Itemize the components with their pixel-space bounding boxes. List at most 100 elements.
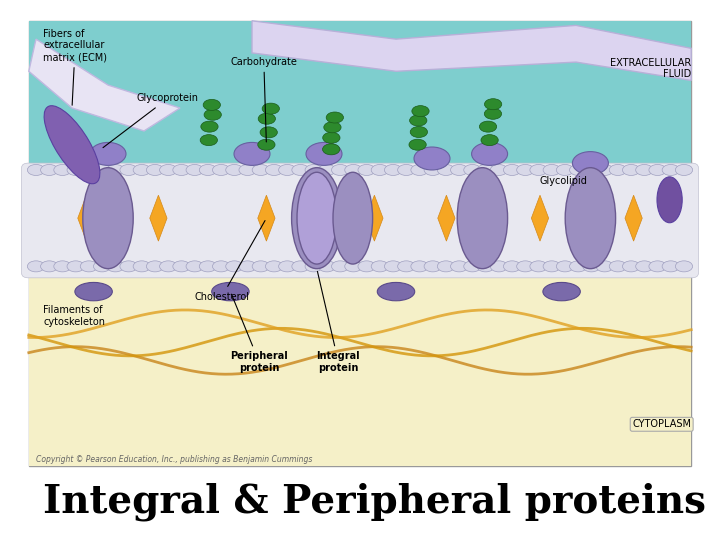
Circle shape: [485, 109, 502, 119]
Text: Carbohydrate: Carbohydrate: [230, 57, 297, 142]
Circle shape: [623, 165, 640, 176]
Circle shape: [306, 143, 342, 165]
Circle shape: [173, 261, 190, 272]
Circle shape: [203, 99, 220, 110]
Polygon shape: [625, 195, 642, 241]
Circle shape: [437, 165, 454, 176]
Circle shape: [570, 165, 587, 176]
Circle shape: [596, 261, 613, 272]
Circle shape: [543, 165, 560, 176]
Circle shape: [530, 261, 547, 272]
Circle shape: [120, 261, 138, 272]
Polygon shape: [366, 195, 383, 241]
Circle shape: [397, 165, 415, 176]
Polygon shape: [258, 195, 275, 241]
Text: CYTOPLASM: CYTOPLASM: [632, 419, 691, 429]
Circle shape: [201, 121, 218, 132]
Circle shape: [252, 261, 269, 272]
Circle shape: [133, 165, 150, 176]
Text: Cholesterol: Cholesterol: [194, 220, 265, 302]
Ellipse shape: [657, 177, 683, 222]
Circle shape: [424, 261, 441, 272]
Circle shape: [54, 261, 71, 272]
Circle shape: [609, 165, 626, 176]
Circle shape: [412, 106, 429, 117]
Circle shape: [582, 165, 600, 176]
Circle shape: [424, 165, 441, 176]
Circle shape: [146, 261, 163, 272]
Text: Integral
protein: Integral protein: [317, 272, 360, 373]
Circle shape: [199, 165, 217, 176]
Circle shape: [212, 165, 230, 176]
Circle shape: [40, 261, 58, 272]
Polygon shape: [78, 195, 95, 241]
Text: Peripheral
protein: Peripheral protein: [230, 294, 288, 373]
Polygon shape: [150, 195, 167, 241]
Circle shape: [186, 165, 203, 176]
Circle shape: [358, 261, 375, 272]
Circle shape: [414, 147, 450, 170]
Circle shape: [212, 261, 230, 272]
Circle shape: [649, 261, 666, 272]
Circle shape: [239, 165, 256, 176]
Text: Integral & Peripheral proteins: Integral & Peripheral proteins: [43, 482, 706, 521]
Text: Glycoprotein: Glycoprotein: [103, 93, 199, 147]
Circle shape: [397, 261, 415, 272]
Circle shape: [530, 165, 547, 176]
Circle shape: [199, 261, 217, 272]
Circle shape: [90, 143, 126, 165]
Ellipse shape: [297, 172, 337, 264]
Circle shape: [623, 261, 640, 272]
Circle shape: [331, 165, 348, 176]
Circle shape: [318, 165, 336, 176]
Ellipse shape: [543, 282, 580, 301]
Bar: [29, 21, 691, 246]
Circle shape: [54, 165, 71, 176]
Circle shape: [490, 261, 508, 272]
Circle shape: [160, 261, 177, 272]
Circle shape: [305, 261, 323, 272]
Circle shape: [226, 261, 243, 272]
Circle shape: [410, 115, 427, 126]
Circle shape: [372, 165, 389, 176]
Circle shape: [345, 165, 362, 176]
Circle shape: [409, 139, 426, 150]
Circle shape: [451, 261, 468, 272]
Text: EXTRACELLULAR
FLUID: EXTRACELLULAR FLUID: [610, 58, 691, 79]
Circle shape: [107, 261, 124, 272]
Circle shape: [480, 121, 497, 132]
Ellipse shape: [457, 167, 508, 268]
Circle shape: [94, 261, 111, 272]
Circle shape: [226, 165, 243, 176]
Circle shape: [675, 165, 693, 176]
Ellipse shape: [333, 172, 373, 264]
Circle shape: [358, 165, 375, 176]
Circle shape: [258, 139, 275, 150]
FancyBboxPatch shape: [22, 163, 698, 278]
Ellipse shape: [75, 282, 112, 301]
Circle shape: [649, 165, 666, 176]
Circle shape: [636, 261, 653, 272]
Circle shape: [517, 261, 534, 272]
Circle shape: [372, 261, 389, 272]
Circle shape: [262, 103, 279, 114]
Circle shape: [477, 261, 494, 272]
Circle shape: [40, 165, 58, 176]
Circle shape: [472, 143, 508, 165]
Text: Copyright © Pearson Education, Inc., publishing as Benjamin Cummings: Copyright © Pearson Education, Inc., pub…: [36, 455, 312, 464]
Circle shape: [477, 165, 494, 176]
Circle shape: [305, 165, 323, 176]
Circle shape: [596, 165, 613, 176]
Circle shape: [234, 143, 270, 165]
Circle shape: [146, 165, 163, 176]
Circle shape: [543, 261, 560, 272]
Circle shape: [503, 261, 521, 272]
Circle shape: [323, 144, 340, 155]
Circle shape: [326, 112, 343, 123]
Circle shape: [204, 109, 221, 120]
Circle shape: [80, 261, 97, 272]
Circle shape: [437, 261, 454, 272]
Text: Fibers of
extracellular
matrix (ECM): Fibers of extracellular matrix (ECM): [43, 29, 107, 105]
Circle shape: [279, 165, 296, 176]
Circle shape: [662, 261, 680, 272]
